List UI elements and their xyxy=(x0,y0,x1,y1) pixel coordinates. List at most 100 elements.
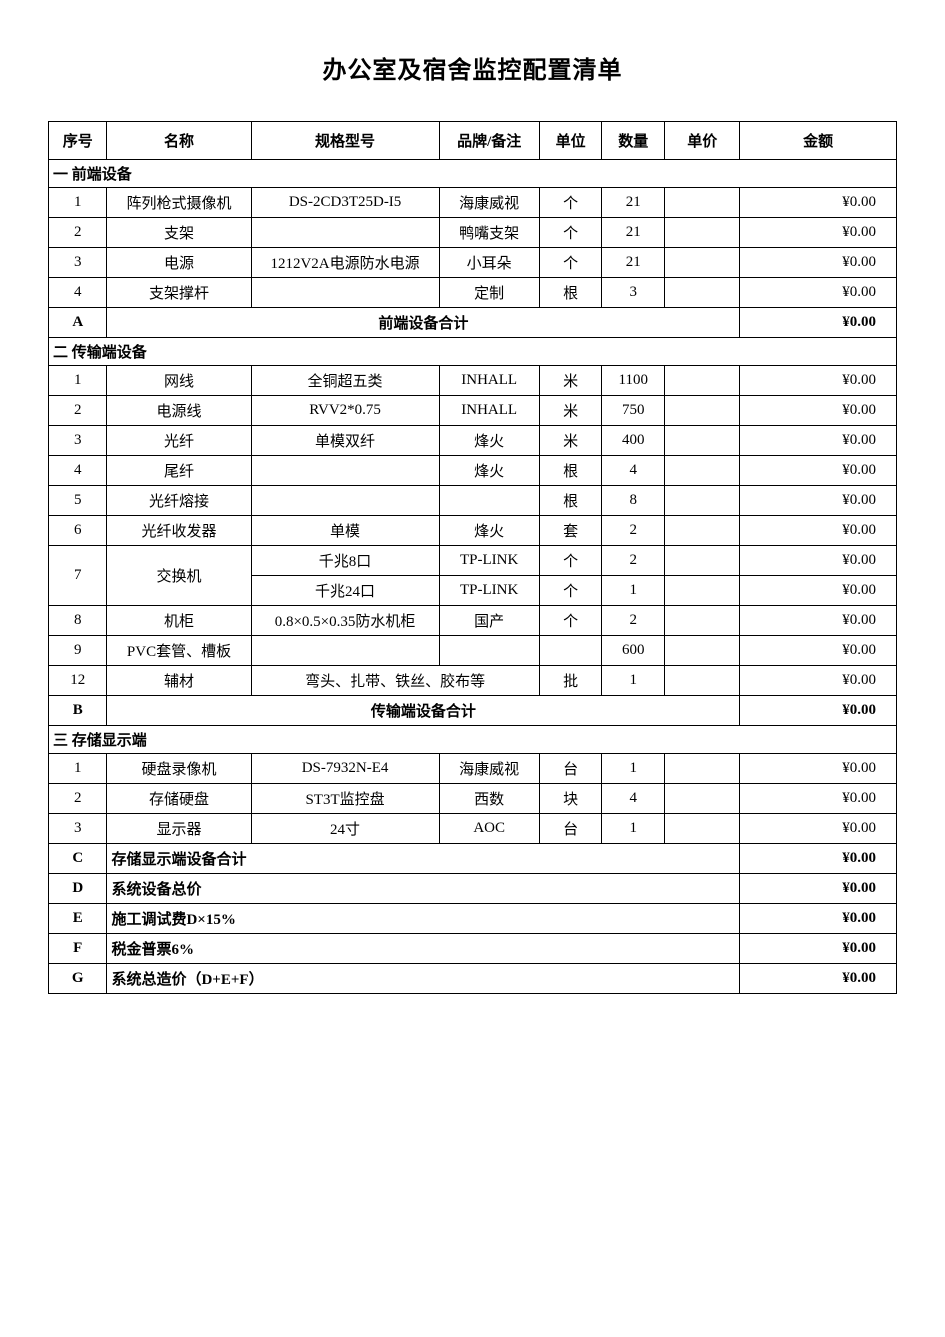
cell-seq: 2 xyxy=(49,396,107,426)
cell-qty: 750 xyxy=(602,396,665,426)
cell-price xyxy=(665,188,740,218)
cell-unit: 米 xyxy=(539,426,602,456)
cell-name: 显示器 xyxy=(107,814,251,844)
cell-brand: 海康威视 xyxy=(439,754,539,784)
cell-brand: 烽火 xyxy=(439,456,539,486)
cell-amt: ¥0.00 xyxy=(740,188,897,218)
cell-name: 阵列枪式摄像机 xyxy=(107,188,251,218)
cell-qty: 1 xyxy=(602,754,665,784)
table-row: 12 辅材 弯头、扎带、铁丝、胶布等 批 1 ¥0.00 xyxy=(49,666,897,696)
cell-qty: 400 xyxy=(602,426,665,456)
table-row: 6 光纤收发器 单模 烽火 套 2 ¥0.00 xyxy=(49,516,897,546)
cell-amt: ¥0.00 xyxy=(740,546,897,576)
cell-unit: 台 xyxy=(539,814,602,844)
cell-price xyxy=(665,516,740,546)
table-row: 2 电源线 RVV2*0.75 INHALL 米 750 ¥0.00 xyxy=(49,396,897,426)
cell-seq: 7 xyxy=(49,546,107,606)
cell-price xyxy=(665,636,740,666)
table-header-row: 序号 名称 规格型号 品牌/备注 单位 数量 单价 金额 xyxy=(49,122,897,160)
total-amt: ¥0.00 xyxy=(740,934,897,964)
subtotal-amt: ¥0.00 xyxy=(740,696,897,726)
cell-amt: ¥0.00 xyxy=(740,248,897,278)
table-row: 9 PVC套管、槽板 600 ¥0.00 xyxy=(49,636,897,666)
cell-spec xyxy=(251,278,439,308)
cell-name: 存储硬盘 xyxy=(107,784,251,814)
cell-spec xyxy=(251,218,439,248)
cell-brand: 定制 xyxy=(439,278,539,308)
cell-unit: 块 xyxy=(539,784,602,814)
cell-name: 电源 xyxy=(107,248,251,278)
col-price: 单价 xyxy=(665,122,740,160)
cell-brand: AOC xyxy=(439,814,539,844)
cell-amt: ¥0.00 xyxy=(740,486,897,516)
cell-name: 光纤熔接 xyxy=(107,486,251,516)
cell-brand: 国产 xyxy=(439,606,539,636)
total-seq: E xyxy=(49,904,107,934)
cell-amt: ¥0.00 xyxy=(740,636,897,666)
cell-price xyxy=(665,366,740,396)
cell-unit: 个 xyxy=(539,248,602,278)
cell-brand xyxy=(439,636,539,666)
cell-seq: 3 xyxy=(49,426,107,456)
cell-unit: 米 xyxy=(539,366,602,396)
cell-price xyxy=(665,666,740,696)
cell-spec: 全铜超五类 xyxy=(251,366,439,396)
cell-unit: 套 xyxy=(539,516,602,546)
cell-amt: ¥0.00 xyxy=(740,814,897,844)
cell-spec xyxy=(251,636,439,666)
total-label: 税金普票6% xyxy=(107,934,740,964)
total-seq: D xyxy=(49,874,107,904)
subtotal-seq: A xyxy=(49,308,107,338)
cell-unit: 根 xyxy=(539,278,602,308)
table-row: 4 支架撑杆 定制 根 3 ¥0.00 xyxy=(49,278,897,308)
cell-price xyxy=(665,814,740,844)
table-row: 2 支架 鸭嘴支架 个 21 ¥0.00 xyxy=(49,218,897,248)
cell-price xyxy=(665,486,740,516)
cell-unit: 台 xyxy=(539,754,602,784)
cell-name: 尾纤 xyxy=(107,456,251,486)
table-row: 1 阵列枪式摄像机 DS-2CD3T25D-I5 海康威视 个 21 ¥0.00 xyxy=(49,188,897,218)
section-header: 一 前端设备 xyxy=(49,160,897,188)
total-label: 存储显示端设备合计 xyxy=(107,844,740,874)
cell-brand: INHALL xyxy=(439,396,539,426)
cell-seq: 6 xyxy=(49,516,107,546)
cell-spec: RVV2*0.75 xyxy=(251,396,439,426)
cell-spec: DS-2CD3T25D-I5 xyxy=(251,188,439,218)
cell-amt: ¥0.00 xyxy=(740,606,897,636)
cell-unit: 个 xyxy=(539,546,602,576)
subtotal-row: B 传输端设备合计 ¥0.00 xyxy=(49,696,897,726)
cell-qty: 2 xyxy=(602,546,665,576)
cell-qty: 8 xyxy=(602,486,665,516)
subtotal-amt: ¥0.00 xyxy=(740,308,897,338)
cell-qty: 3 xyxy=(602,278,665,308)
cell-spec: 24寸 xyxy=(251,814,439,844)
cell-qty: 21 xyxy=(602,248,665,278)
cell-qty: 1 xyxy=(602,576,665,606)
total-amt: ¥0.00 xyxy=(740,844,897,874)
cell-price xyxy=(665,456,740,486)
cell-seq: 1 xyxy=(49,188,107,218)
table-row: 3 光纤 单模双纤 烽火 米 400 ¥0.00 xyxy=(49,426,897,456)
cell-qty: 1 xyxy=(602,666,665,696)
cell-name: 辅材 xyxy=(107,666,251,696)
page-title: 办公室及宿舍监控配置清单 xyxy=(48,50,897,85)
cell-seq: 2 xyxy=(49,784,107,814)
cell-qty: 4 xyxy=(602,456,665,486)
cell-seq: 3 xyxy=(49,248,107,278)
cell-price xyxy=(665,278,740,308)
cell-name: PVC套管、槽板 xyxy=(107,636,251,666)
cell-spec: 1212V2A电源防水电源 xyxy=(251,248,439,278)
cell-seq: 4 xyxy=(49,456,107,486)
cell-spec: 千兆24口 xyxy=(251,576,439,606)
section-header: 二 传输端设备 xyxy=(49,338,897,366)
cell-qty: 21 xyxy=(602,218,665,248)
col-brand: 品牌/备注 xyxy=(439,122,539,160)
total-seq: G xyxy=(49,964,107,994)
cell-brand: 小耳朵 xyxy=(439,248,539,278)
subtotal-label: 前端设备合计 xyxy=(107,308,740,338)
cell-amt: ¥0.00 xyxy=(740,576,897,606)
cell-amt: ¥0.00 xyxy=(740,426,897,456)
cell-unit: 个 xyxy=(539,218,602,248)
cell-unit: 根 xyxy=(539,456,602,486)
cell-brand: 烽火 xyxy=(439,516,539,546)
